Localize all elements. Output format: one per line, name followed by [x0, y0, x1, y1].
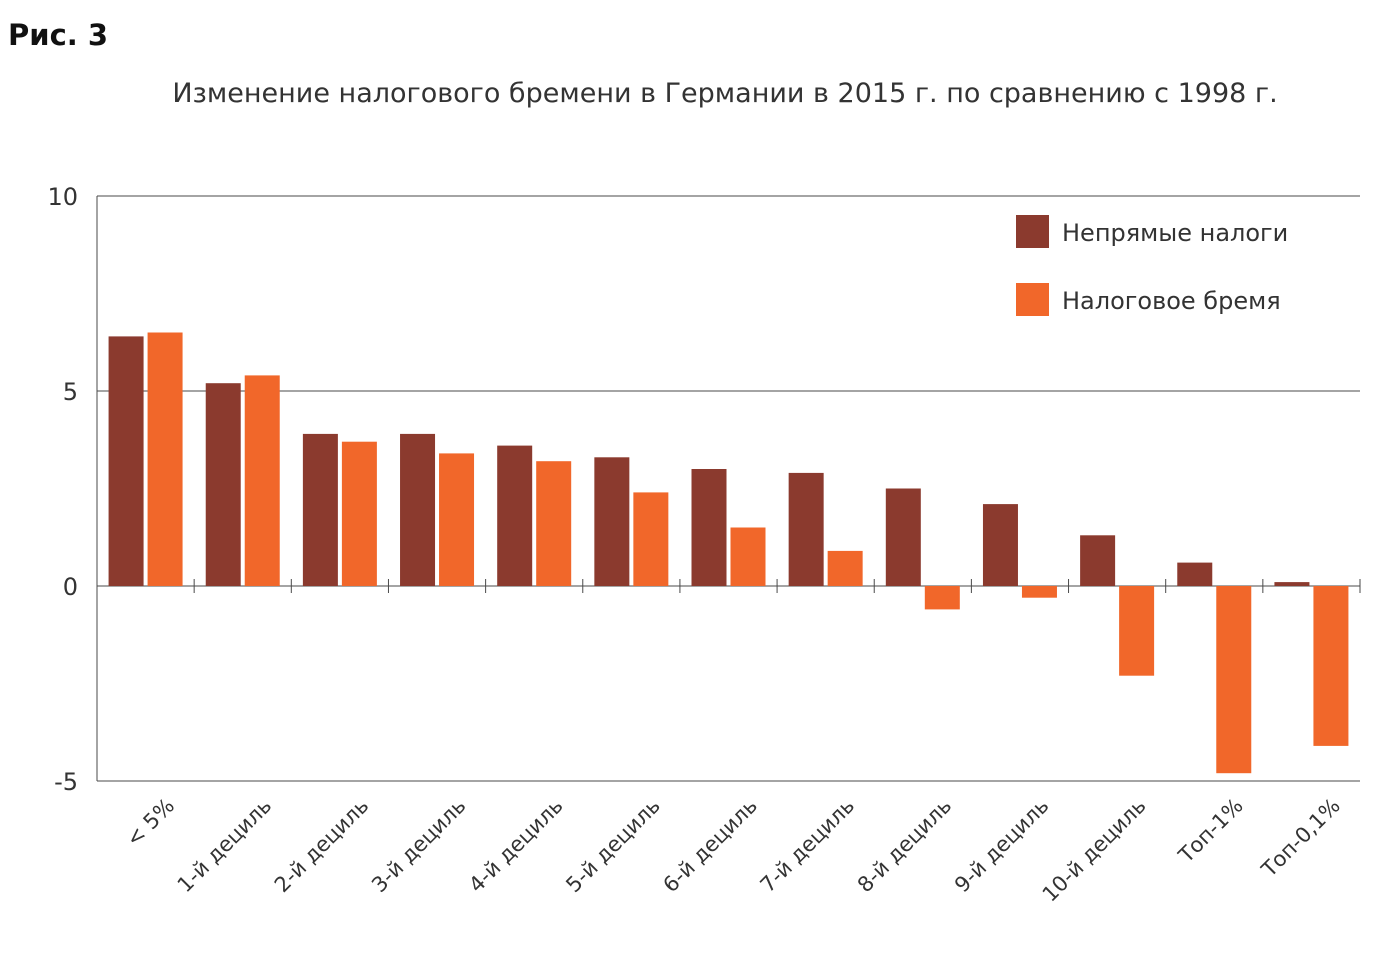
- y-tick-label: 0: [63, 573, 78, 601]
- bar-tax-burden: [244, 375, 280, 586]
- bar-tax-burden: [827, 550, 863, 586]
- legend: Непрямые налоги Налоговое бремя: [1016, 215, 1288, 316]
- bar-tax-burden: [1313, 586, 1349, 746]
- bar-indirect-taxes: [497, 445, 533, 586]
- bar-tax-burden: [1119, 586, 1155, 676]
- bar-tax-burden: [536, 461, 572, 586]
- bar-tax-burden: [924, 586, 960, 610]
- category-label: Топ-0,1%: [1256, 794, 1345, 883]
- bar-indirect-taxes: [788, 472, 824, 586]
- bar-tax-burden: [341, 441, 377, 586]
- category-label: 8-й дециль: [853, 794, 957, 898]
- bar-indirect-taxes: [885, 488, 921, 586]
- bar-tax-burden: [730, 527, 766, 586]
- category-label: 3-й дециль: [367, 794, 471, 898]
- legend-swatch: [1016, 215, 1049, 248]
- category-label: < 5%: [121, 794, 179, 852]
- category-label: 1-й дециль: [173, 794, 277, 898]
- category-label: Топ-1%: [1173, 794, 1247, 868]
- bar-tax-burden: [1021, 586, 1057, 598]
- bar-indirect-taxes: [982, 504, 1018, 586]
- chart-title: Изменение налогового бремени в Германии …: [172, 78, 1278, 109]
- legend-swatch: [1016, 283, 1049, 316]
- category-label: 9-й дециль: [950, 794, 1054, 898]
- bar-tax-burden: [633, 492, 669, 586]
- bar-indirect-taxes: [108, 336, 144, 586]
- y-tick-label: 5: [63, 378, 78, 406]
- gridlines: [97, 195, 1360, 782]
- bar-indirect-taxes: [594, 457, 630, 586]
- bar-indirect-taxes: [205, 383, 241, 586]
- bars: [108, 332, 1349, 774]
- bar-tax-burden: [1216, 586, 1252, 774]
- y-tick-label: -5: [54, 768, 78, 796]
- bar-tax-burden: [439, 453, 475, 586]
- bar-indirect-taxes: [400, 433, 436, 586]
- category-label: 4-й дециль: [464, 794, 568, 898]
- bar-indirect-taxes: [691, 469, 727, 586]
- y-tick-label: 10: [47, 183, 78, 211]
- figure-label: Рис. 3: [8, 18, 109, 52]
- bar-indirect-taxes: [1080, 535, 1116, 586]
- legend-label: Налоговое бремя: [1062, 287, 1281, 315]
- bar-indirect-taxes: [1177, 562, 1213, 586]
- category-label: 10-й дециль: [1038, 794, 1151, 907]
- category-label: 2-й дециль: [270, 794, 374, 898]
- category-label: 7-й дециль: [756, 794, 860, 898]
- bar-indirect-taxes: [302, 433, 338, 586]
- category-label: 5-й дециль: [561, 794, 665, 898]
- legend-label: Непрямые налоги: [1062, 219, 1288, 247]
- bar-tax-burden: [147, 332, 183, 586]
- bar-indirect-taxes: [1274, 582, 1310, 586]
- category-label: 6-й дециль: [658, 794, 762, 898]
